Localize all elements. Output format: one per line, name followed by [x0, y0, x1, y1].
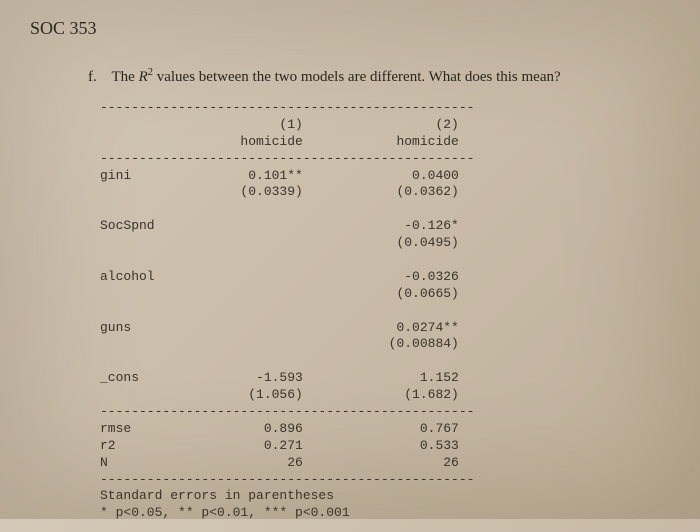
question-line: f. The R2 values between the two models …	[88, 67, 670, 86]
question-text-before: The	[111, 69, 138, 85]
question-letter: f.	[88, 69, 108, 86]
page: SOC 353 f. The R2 values between the two…	[0, 0, 700, 532]
regression-table: ----------------------------------------…	[100, 100, 670, 522]
question-text-after: values between the two models are differ…	[153, 69, 561, 85]
course-code: SOC 353	[30, 18, 670, 39]
question-symbol: R	[139, 69, 148, 85]
